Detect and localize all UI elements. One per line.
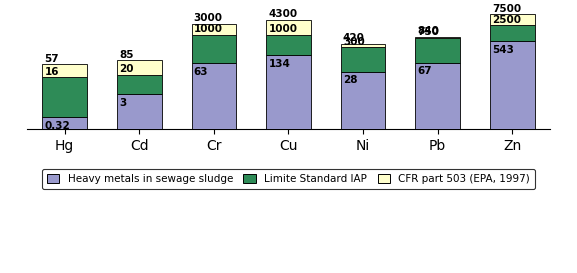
Bar	[266, 35, 311, 55]
Text: 67: 67	[418, 66, 432, 76]
Text: 300: 300	[343, 37, 365, 47]
Text: 4300: 4300	[268, 9, 298, 19]
Text: 16: 16	[44, 67, 59, 77]
Text: 1000: 1000	[194, 24, 223, 34]
Bar	[415, 37, 460, 38]
Text: 2500: 2500	[492, 15, 521, 25]
Bar	[490, 25, 535, 41]
Text: 57: 57	[44, 54, 59, 64]
Bar	[42, 117, 87, 129]
Text: 134: 134	[268, 59, 290, 69]
Text: 750: 750	[418, 27, 440, 37]
Bar	[490, 41, 535, 129]
Bar	[192, 35, 237, 63]
Bar	[266, 55, 311, 129]
Text: 28: 28	[343, 75, 357, 85]
Text: 1000: 1000	[268, 24, 297, 34]
Text: 840: 840	[418, 26, 440, 36]
Text: 543: 543	[492, 45, 514, 55]
Bar	[192, 23, 237, 35]
Text: 85: 85	[119, 50, 134, 60]
Bar	[42, 77, 87, 117]
Text: 7500: 7500	[492, 4, 521, 14]
Bar	[415, 63, 460, 129]
Legend: Heavy metals in sewage sludge, Limite Standard IAP, CFR part 503 (EPA, 1997): Heavy metals in sewage sludge, Limite St…	[42, 169, 535, 189]
Bar	[42, 64, 87, 77]
Bar	[117, 94, 162, 129]
Bar	[340, 72, 385, 129]
Bar	[117, 60, 162, 75]
Bar	[117, 75, 162, 94]
Text: 20: 20	[119, 64, 134, 75]
Bar	[415, 38, 460, 63]
Bar	[340, 44, 385, 47]
Bar	[490, 14, 535, 25]
Text: 3000: 3000	[194, 13, 223, 23]
Text: 420: 420	[343, 33, 365, 43]
Text: 63: 63	[194, 67, 208, 77]
Text: 0.32: 0.32	[44, 121, 70, 131]
Bar	[192, 63, 237, 129]
Text: 3: 3	[119, 98, 126, 108]
Bar	[266, 20, 311, 35]
Bar	[340, 47, 385, 72]
